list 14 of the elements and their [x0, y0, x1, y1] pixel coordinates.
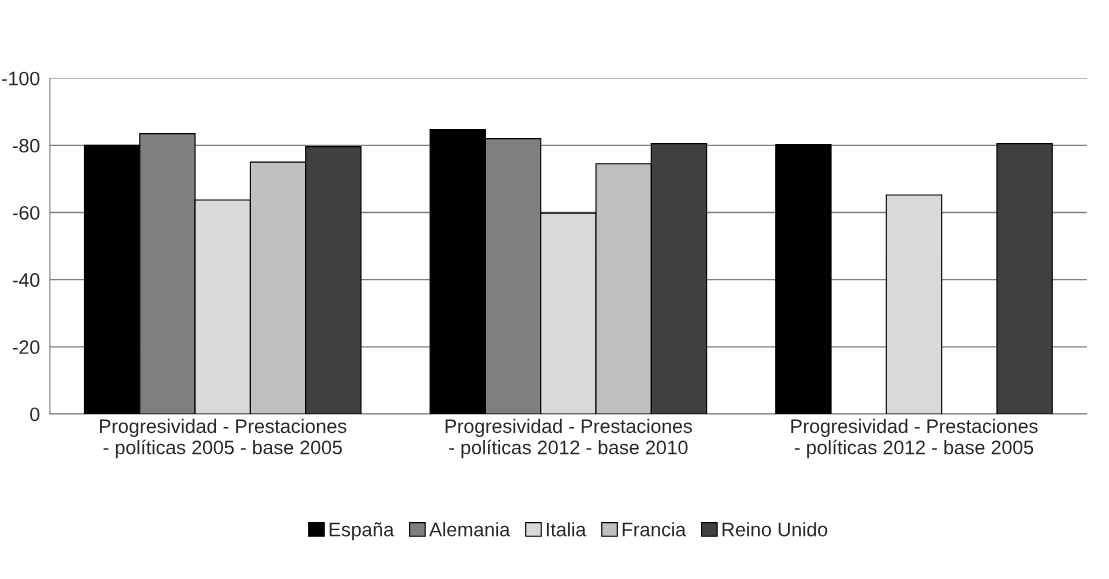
y-tick-label: 0 — [30, 407, 40, 422]
legend-label: Alemania — [429, 522, 511, 537]
y-tick-label: -20 — [12, 340, 40, 355]
legend-label: España — [329, 522, 395, 541]
y-tick-label: -80 — [12, 138, 40, 153]
x-tick-label: Progresividad - Prestaciones - políticas 2012 - base 2010 — [445, 418, 692, 459]
y-tick-label: -40 — [12, 273, 40, 287]
legend-label: Italia — [546, 522, 587, 537]
x-tick-label: Progresividad - Prestaciones - políticas 2012 - base 2005 — [791, 418, 1038, 459]
legend-label: Reino Unido — [722, 522, 828, 537]
legend-label: Francia — [622, 522, 687, 537]
x-tick-label: Progresividad - Prestaciones - políticas 2005 - base 2005 — [100, 418, 347, 459]
y-tick-label: -60 — [12, 205, 40, 220]
y-tick-label: -100 — [2, 71, 40, 86]
